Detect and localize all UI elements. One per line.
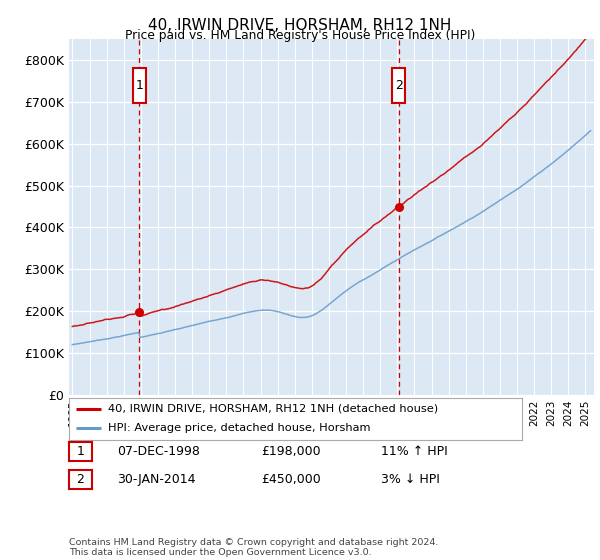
Text: HPI: Average price, detached house, Horsham: HPI: Average price, detached house, Hors… xyxy=(107,423,370,433)
FancyBboxPatch shape xyxy=(392,68,405,103)
Text: 07-DEC-1998: 07-DEC-1998 xyxy=(117,445,200,459)
FancyBboxPatch shape xyxy=(133,68,146,103)
Text: 2: 2 xyxy=(76,473,85,487)
Text: 40, IRWIN DRIVE, HORSHAM, RH12 1NH: 40, IRWIN DRIVE, HORSHAM, RH12 1NH xyxy=(148,18,452,33)
Text: 3% ↓ HPI: 3% ↓ HPI xyxy=(381,473,440,487)
Text: 11% ↑ HPI: 11% ↑ HPI xyxy=(381,445,448,459)
Text: Contains HM Land Registry data © Crown copyright and database right 2024.
This d: Contains HM Land Registry data © Crown c… xyxy=(69,538,439,557)
Text: 30-JAN-2014: 30-JAN-2014 xyxy=(117,473,196,487)
Text: £450,000: £450,000 xyxy=(261,473,321,487)
Text: 2: 2 xyxy=(395,79,403,92)
Text: 40, IRWIN DRIVE, HORSHAM, RH12 1NH (detached house): 40, IRWIN DRIVE, HORSHAM, RH12 1NH (deta… xyxy=(107,404,437,414)
Text: 1: 1 xyxy=(136,79,143,92)
Text: 1: 1 xyxy=(76,445,85,459)
Text: Price paid vs. HM Land Registry's House Price Index (HPI): Price paid vs. HM Land Registry's House … xyxy=(125,29,475,42)
Text: £198,000: £198,000 xyxy=(261,445,320,459)
